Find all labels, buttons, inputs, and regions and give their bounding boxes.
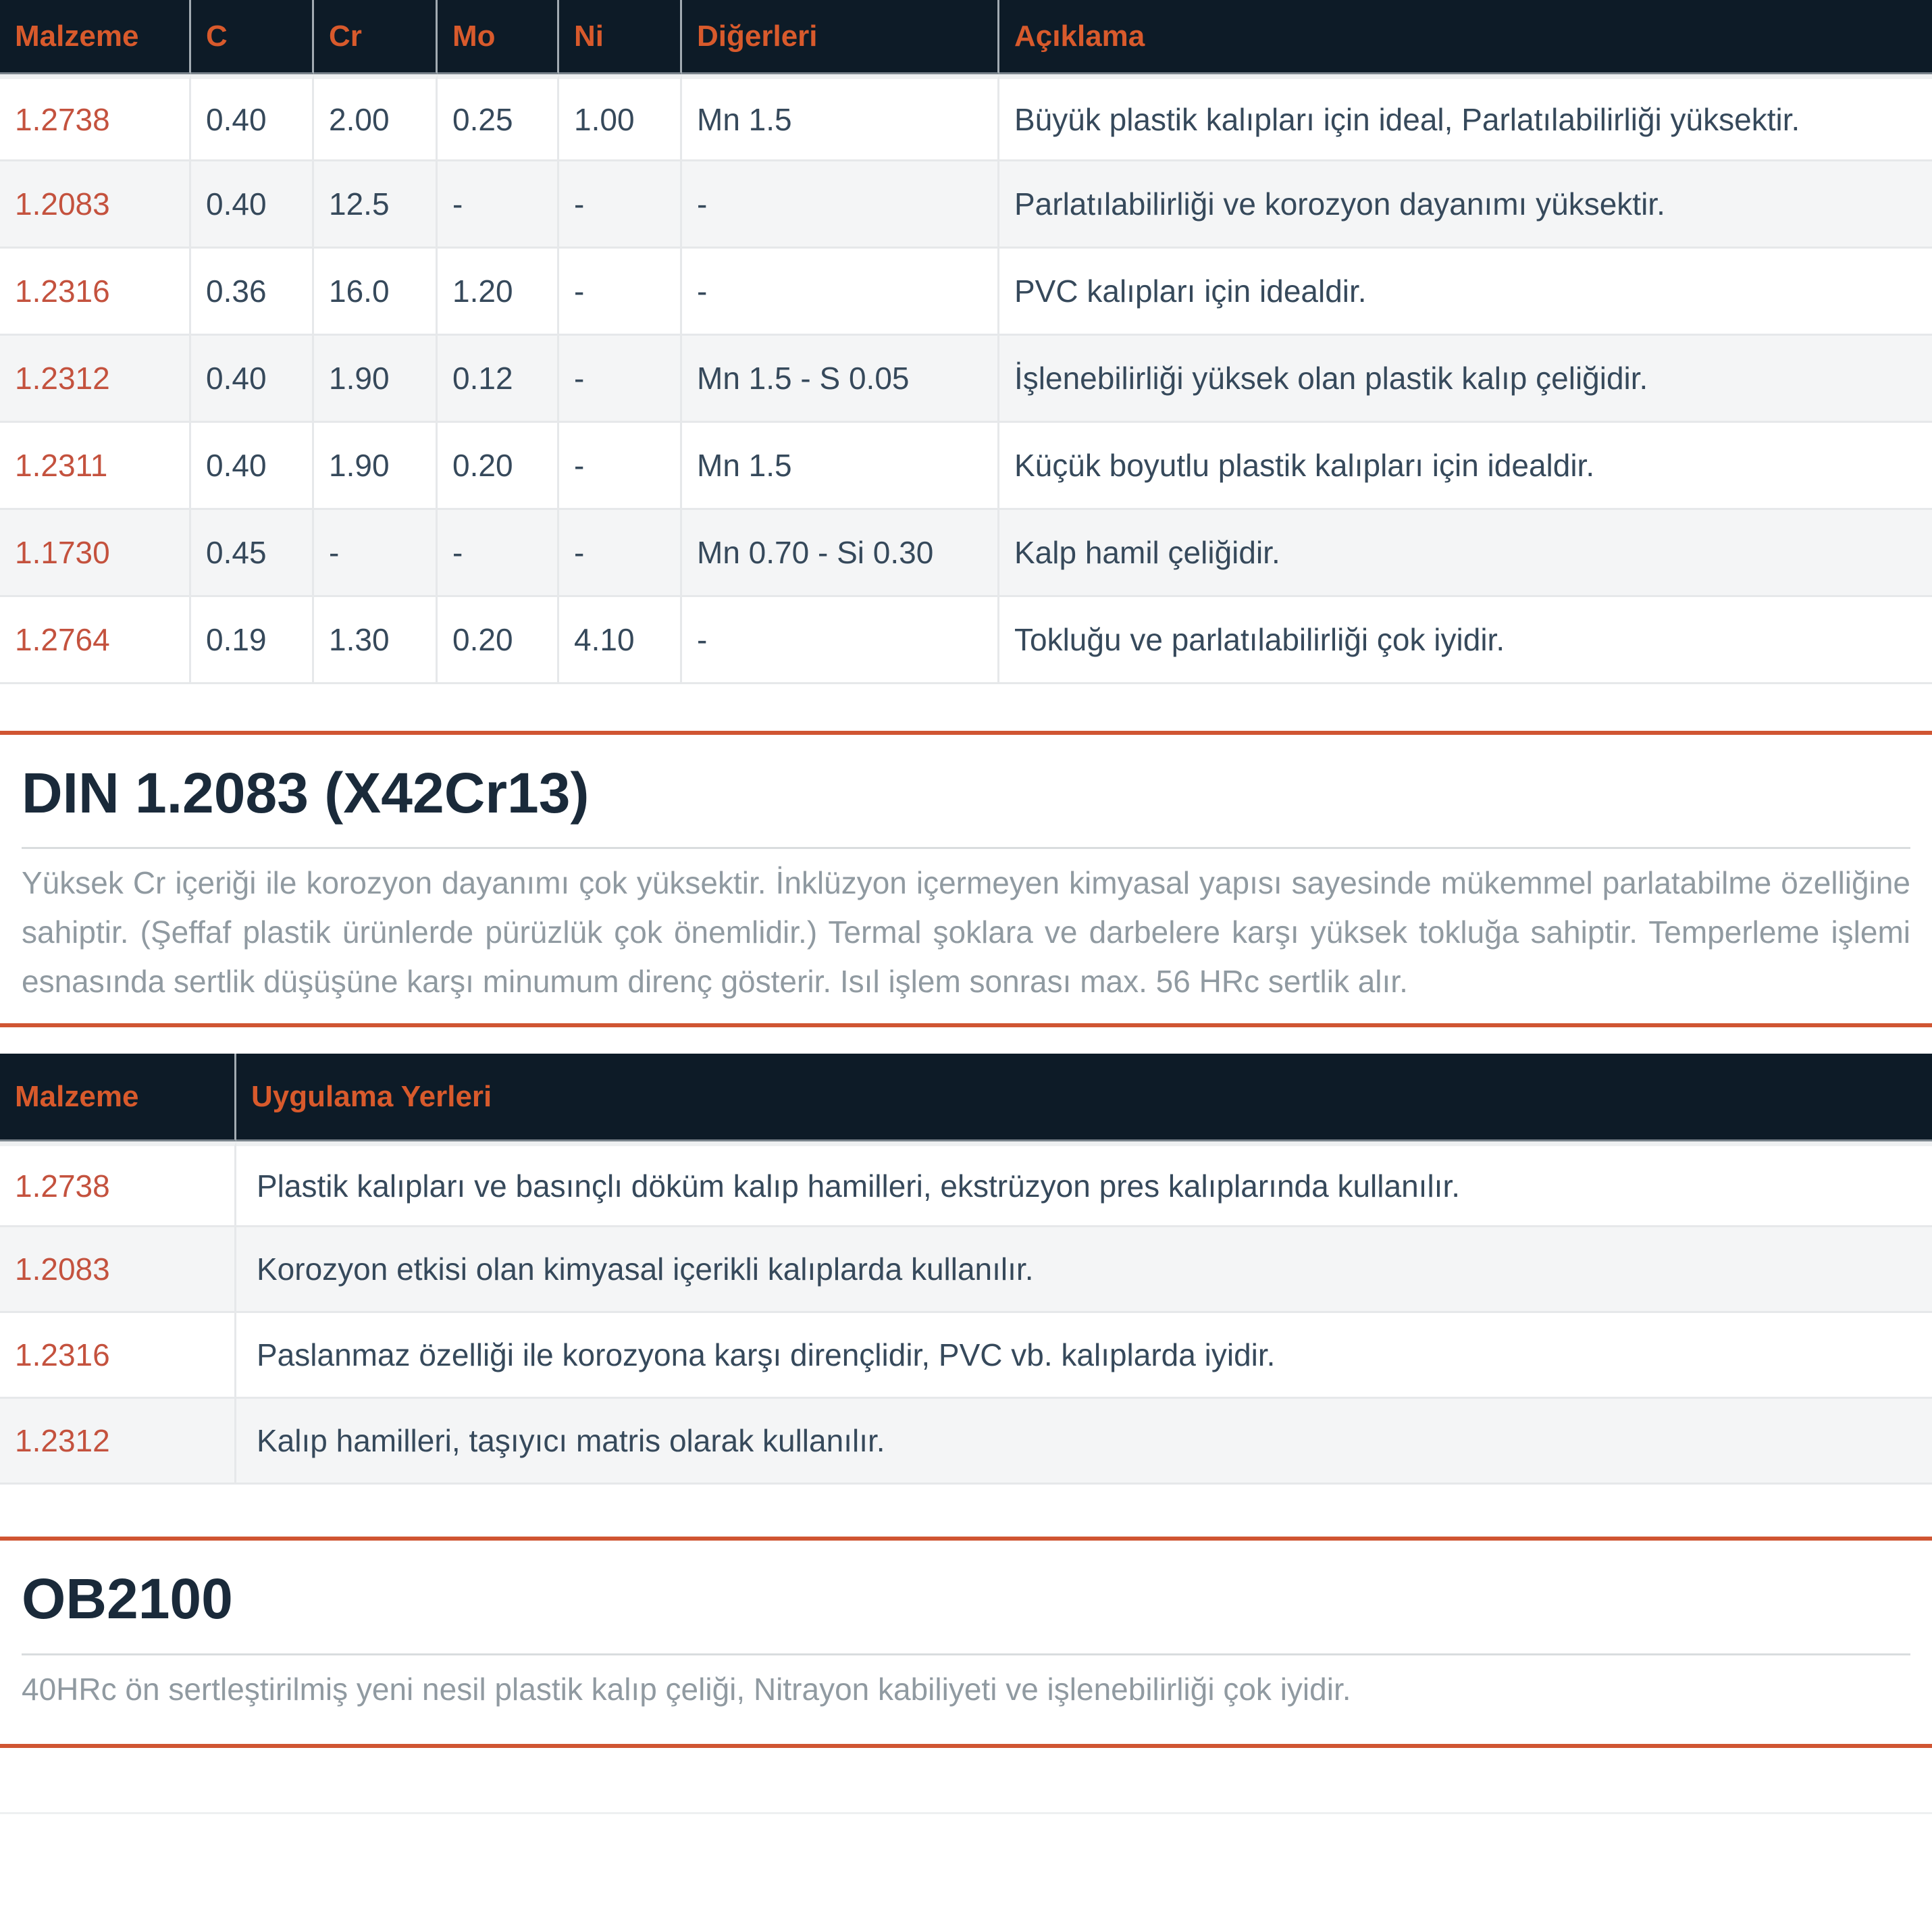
cell-digerleri: -: [682, 597, 999, 684]
cell-ni: 4.10: [559, 597, 682, 684]
cell-digerleri: Mn 1.5: [682, 74, 999, 161]
cell-cr: 12.5: [314, 161, 438, 249]
table-row: 1.2311 0.40 1.90 0.20 - Mn 1.5 Küçük boy…: [0, 423, 1932, 510]
column-header-malzeme: Malzeme: [0, 0, 191, 74]
cell-ni: -: [559, 161, 682, 249]
table-row: 1.2738 0.40 2.00 0.25 1.00 Mn 1.5 Büyük …: [0, 74, 1932, 161]
cell-mo: 0.12: [438, 336, 559, 423]
material-cell: 1.2764: [0, 597, 191, 684]
cell-aciklama: Büyük plastik kalıpları için ideal, Parl…: [999, 74, 1932, 161]
cell-c: 0.45: [191, 510, 314, 597]
section-description: 40HRc ön sertleştirilmiş yeni nesil plas…: [22, 1671, 1351, 1707]
section-title: OB2100: [22, 1567, 233, 1631]
cell-digerleri: Mn 1.5 - S 0.05: [682, 336, 999, 423]
column-header-ni: Ni: [559, 0, 682, 74]
cell-aciklama: Küçük boyutlu plastik kalıpları için ide…: [999, 423, 1932, 510]
material-cell: 1.2738: [0, 1141, 236, 1228]
cell-ni: -: [559, 336, 682, 423]
title-underline: [22, 847, 1910, 850]
cell-ni: -: [559, 510, 682, 597]
composition-table: Malzeme C Cr Mo Ni Diğerleri Açıklama 1.…: [0, 0, 1932, 684]
column-header-uygulama-yerleri: Uygulama Yerleri: [236, 1054, 1932, 1142]
cell-c: 0.40: [191, 336, 314, 423]
table-row: 1.2316 0.36 16.0 1.20 - - PVC kalıpları …: [0, 249, 1932, 336]
cell-digerleri: Mn 0.70 - Si 0.30: [682, 510, 999, 597]
cell-mo: 0.20: [438, 423, 559, 510]
composition-table-header: Malzeme C Cr Mo Ni Diğerleri Açıklama: [0, 0, 1932, 74]
cell-c: 0.36: [191, 249, 314, 336]
cell-c: 0.40: [191, 423, 314, 510]
cell-digerleri: -: [682, 161, 999, 249]
cell-c: 0.19: [191, 597, 314, 684]
cell-ni: 1.00: [559, 74, 682, 161]
cell-c: 0.40: [191, 161, 314, 249]
column-header-aciklama: Açıklama: [999, 0, 1932, 74]
cell-cr: 1.30: [314, 597, 438, 684]
column-header-c: C: [191, 0, 314, 74]
table-row: 1.2312 0.40 1.90 0.12 - Mn 1.5 - S 0.05 …: [0, 336, 1932, 423]
material-cell: 1.2316: [0, 249, 191, 336]
column-header-malzeme: Malzeme: [0, 1054, 236, 1142]
cell-mo: -: [438, 161, 559, 249]
cell-cr: 1.90: [314, 423, 438, 510]
material-cell: 1.2316: [0, 1313, 236, 1399]
cell-c: 0.40: [191, 74, 314, 161]
column-header-digerleri: Diğerleri: [682, 0, 999, 74]
section-divider: [0, 1743, 1932, 1748]
cell-aciklama: PVC kalıpları için idealdir.: [999, 249, 1932, 336]
table-row: 1.2738 Plastik kalıpları ve basınçlı dök…: [0, 1141, 1932, 1228]
cell-mo: 1.20: [438, 249, 559, 336]
page-bottom-divider: [0, 1811, 1932, 1814]
material-cell: 1.2311: [0, 423, 191, 510]
cell-aciklama: Kalp hamil çeliğidir.: [999, 510, 1932, 597]
table-row: 1.2083 Korozyon etkisi olan kimyasal içe…: [0, 1227, 1932, 1314]
cell-mo: 0.20: [438, 597, 559, 684]
column-header-mo: Mo: [438, 0, 559, 74]
cell-mo: -: [438, 510, 559, 597]
material-cell: 1.2738: [0, 74, 191, 161]
cell-uygulama: Korozyon etkisi olan kimyasal içerikli k…: [236, 1227, 1932, 1314]
din-1-2083-section: DIN 1.2083 (X42Cr13) Yüksek Cr içeriği i…: [0, 762, 1932, 1006]
cell-digerleri: Mn 1.5: [682, 423, 999, 510]
table-row: 1.2764 0.19 1.30 0.20 4.10 - Tokluğu ve …: [0, 597, 1932, 684]
header-row: Malzeme Uygulama Yerleri: [0, 1054, 1932, 1142]
cell-aciklama: Tokluğu ve parlatılabilirliği çok iyidir…: [999, 597, 1932, 684]
cell-cr: 1.90: [314, 336, 438, 423]
section-divider: [0, 731, 1932, 735]
application-table-header: Malzeme Uygulama Yerleri: [0, 1054, 1932, 1142]
material-cell: 1.2083: [0, 1227, 236, 1314]
column-header-cr: Cr: [314, 0, 438, 74]
ob2100-section: OB2100 40HRc ön sertleştirilmiş yeni nes…: [0, 1568, 1932, 1714]
application-table: Malzeme Uygulama Yerleri 1.2738 Plastik …: [0, 1054, 1932, 1485]
cell-cr: -: [314, 510, 438, 597]
table-row: 1.2083 0.40 12.5 - - - Parlatılabilirliğ…: [0, 161, 1932, 249]
cell-digerleri: -: [682, 249, 999, 336]
section-title: DIN 1.2083 (X42Cr13): [22, 761, 590, 825]
cell-cr: 2.00: [314, 74, 438, 161]
material-cell: 1.2083: [0, 161, 191, 249]
material-cell: 1.2312: [0, 336, 191, 423]
section-divider: [0, 1023, 1932, 1028]
cell-uygulama: Kalıp hamilleri, taşıyıcı matris olarak …: [236, 1399, 1932, 1485]
cell-uygulama: Paslanmaz özelliği ile korozyona karşı d…: [236, 1313, 1932, 1399]
table-row: 1.2312 Kalıp hamilleri, taşıyıcı matris …: [0, 1399, 1932, 1485]
cell-cr: 16.0: [314, 249, 438, 336]
cell-aciklama: Parlatılabilirliği ve korozyon dayanımı …: [999, 161, 1932, 249]
cell-aciklama: İşlenebilirliği yüksek olan plastik kalı…: [999, 336, 1932, 423]
header-row: Malzeme C Cr Mo Ni Diğerleri Açıklama: [0, 0, 1932, 74]
title-underline: [22, 1653, 1910, 1655]
material-cell: 1.1730: [0, 510, 191, 597]
section-divider: [0, 1537, 1932, 1541]
cell-ni: -: [559, 249, 682, 336]
cell-uygulama: Plastik kalıpları ve basınçlı döküm kalı…: [236, 1141, 1932, 1228]
section-description: Yüksek Cr içeriği ile korozyon dayanımı …: [22, 865, 1910, 1000]
cell-ni: -: [559, 423, 682, 510]
cell-mo: 0.25: [438, 74, 559, 161]
table-row: 1.2316 Paslanmaz özelliği ile korozyona …: [0, 1313, 1932, 1399]
material-cell: 1.2312: [0, 1399, 236, 1485]
table-row: 1.1730 0.45 - - - Mn 0.70 - Si 0.30 Kalp…: [0, 510, 1932, 597]
